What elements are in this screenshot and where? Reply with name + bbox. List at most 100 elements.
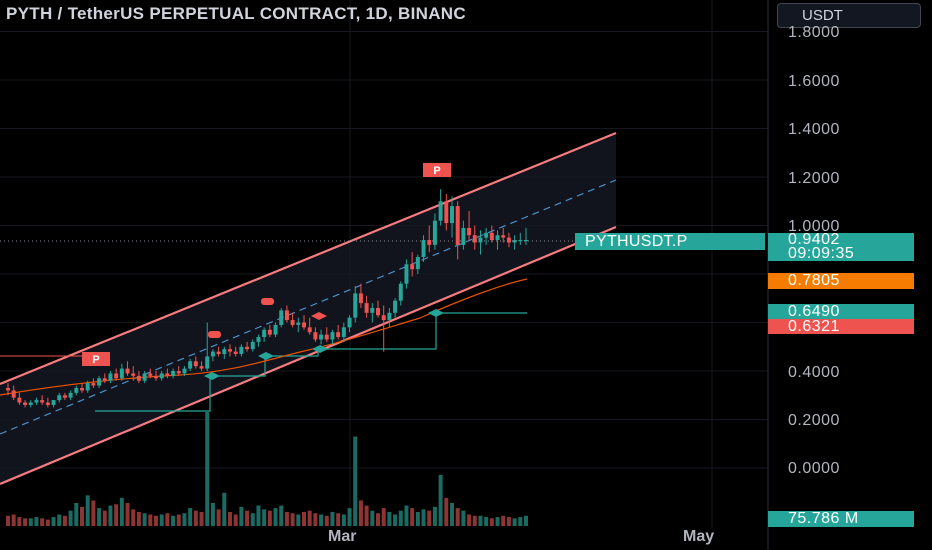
- candle-body: [364, 303, 369, 313]
- volume-bar: [518, 517, 523, 526]
- volume-bar: [188, 508, 193, 526]
- volume-bar: [45, 519, 50, 526]
- candle-body: [165, 373, 170, 376]
- candle-body: [393, 300, 398, 313]
- candle-body: [313, 332, 318, 340]
- candle-body: [381, 315, 386, 321]
- channel-upper-line: [0, 131, 617, 386]
- candle-body: [154, 375, 158, 379]
- volume-bar: [245, 510, 250, 526]
- volume-bar: [313, 513, 318, 526]
- candle-body: [11, 390, 16, 398]
- candle-body: [279, 310, 284, 325]
- volume-bar: [438, 474, 443, 526]
- candle-body: [233, 351, 238, 355]
- volume-bar: [376, 513, 380, 526]
- candle-body: [136, 375, 141, 381]
- volume-bar: [319, 514, 324, 526]
- volume-tag: 75.786 M: [768, 511, 914, 527]
- candle-body: [159, 373, 164, 379]
- candle-body: [284, 310, 289, 321]
- volume-bar: [51, 517, 56, 526]
- volume-bar: [165, 513, 170, 526]
- volume-bars: [6, 411, 528, 526]
- candle-body: [489, 232, 494, 241]
- candle-body: [398, 283, 403, 301]
- candle-body: [512, 240, 517, 243]
- price-tick: 0.2000: [788, 412, 840, 429]
- volume-bar: [495, 517, 500, 526]
- volume-bar: [302, 511, 306, 526]
- volume-bar: [108, 505, 113, 526]
- teal-diamond-marker-1: [204, 372, 220, 380]
- candle-body: [245, 346, 250, 350]
- candle-body: [80, 387, 84, 391]
- volume-bar: [489, 518, 494, 526]
- volume-bar: [74, 503, 79, 526]
- time-label-mar: Mar: [328, 528, 357, 545]
- candle-body: [478, 237, 483, 243]
- volume-bar: [324, 515, 329, 526]
- volume-bar: [341, 514, 346, 526]
- candle-body: [239, 346, 244, 355]
- p-marker-left: P: [92, 354, 99, 366]
- candle-body: [182, 368, 187, 374]
- volume-bar: [239, 506, 244, 526]
- volume-bar: [80, 506, 84, 526]
- currency-unit-button[interactable]: USDT: [777, 3, 921, 28]
- volume-bar: [11, 514, 16, 526]
- volume-bar: [472, 515, 477, 526]
- volume-bar: [250, 513, 255, 526]
- volume-bar: [387, 511, 392, 526]
- volume-bar: [330, 511, 335, 526]
- teal-diamond-marker-4: [428, 309, 444, 317]
- volume-bar: [404, 505, 409, 526]
- volume-bar: [205, 411, 210, 526]
- candle-body: [17, 397, 22, 403]
- candle-body: [199, 366, 204, 369]
- volume-bar: [28, 518, 33, 526]
- last-price-tag: 0.9402 09:09:35: [768, 232, 914, 262]
- moving-average-tag: 0.7805: [768, 273, 914, 289]
- volume-bar: [62, 515, 67, 526]
- volume-bar: [17, 517, 22, 526]
- bar-countdown: 09:09:35: [788, 245, 855, 262]
- candle-body: [347, 317, 352, 328]
- candlestick-series: [6, 189, 528, 408]
- time-label-may: May: [683, 528, 715, 545]
- price-tick: 1.4000: [788, 121, 840, 138]
- volume-bar: [176, 514, 181, 526]
- volume-bar: [524, 515, 528, 526]
- candle-body: [57, 395, 62, 401]
- volume-bar: [506, 517, 511, 526]
- volume-bar: [364, 505, 369, 526]
- price-tick: 1.2000: [788, 170, 840, 187]
- volume-bar: [279, 505, 284, 526]
- candle-body: [45, 402, 50, 405]
- candle-body: [205, 356, 210, 369]
- volume-bar: [57, 514, 62, 526]
- volume-bar: [97, 508, 102, 526]
- teal-diamond-marker-3: [312, 345, 328, 353]
- symbol-price-tag: PYTHUSDT.P: [575, 233, 765, 250]
- candle-body: [222, 349, 227, 355]
- price-tick: 1.6000: [788, 73, 840, 90]
- candle-body: [210, 351, 215, 357]
- candle-body: [307, 327, 312, 333]
- volume-bar: [421, 509, 426, 526]
- volume-bar: [154, 515, 158, 526]
- candle-body: [193, 361, 198, 367]
- price-tick: 0.0000: [788, 460, 840, 477]
- volume-bar: [131, 509, 136, 526]
- candle-body: [51, 400, 56, 405]
- volume-bar: [91, 500, 96, 526]
- candle-body: [415, 257, 420, 270]
- volume-bar: [34, 517, 39, 526]
- candle-body: [91, 383, 96, 386]
- volume-bar: [501, 515, 506, 526]
- volume-bar: [512, 518, 517, 526]
- candle-body: [62, 395, 67, 398]
- volume-bar: [484, 517, 489, 526]
- volume-bar: [336, 513, 341, 526]
